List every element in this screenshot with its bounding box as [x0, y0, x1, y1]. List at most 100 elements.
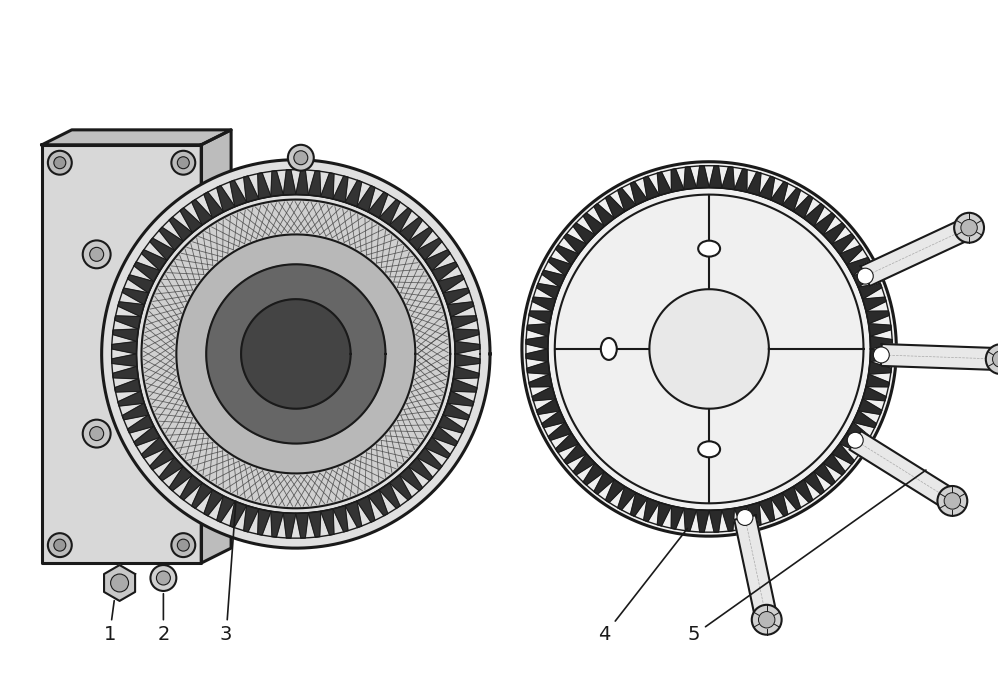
Text: 4: 4 — [598, 528, 688, 644]
Polygon shape — [345, 501, 362, 528]
Polygon shape — [804, 204, 824, 226]
Circle shape — [847, 432, 863, 448]
Polygon shape — [527, 324, 550, 336]
Polygon shape — [201, 130, 231, 563]
Polygon shape — [866, 374, 889, 387]
Circle shape — [83, 420, 111, 448]
Polygon shape — [112, 354, 137, 367]
Circle shape — [90, 247, 104, 262]
Polygon shape — [759, 498, 775, 522]
Polygon shape — [122, 288, 149, 305]
Polygon shape — [447, 302, 474, 317]
Polygon shape — [244, 506, 259, 532]
Polygon shape — [522, 162, 896, 537]
Circle shape — [937, 486, 967, 516]
Polygon shape — [814, 213, 835, 235]
Polygon shape — [782, 188, 801, 212]
Polygon shape — [684, 508, 696, 531]
Ellipse shape — [698, 441, 720, 457]
Polygon shape — [747, 502, 761, 526]
Polygon shape — [230, 501, 247, 528]
Polygon shape — [759, 177, 775, 200]
Circle shape — [171, 151, 195, 175]
Polygon shape — [118, 391, 144, 406]
Polygon shape — [180, 208, 202, 233]
Polygon shape — [128, 415, 154, 433]
Circle shape — [737, 510, 753, 526]
Polygon shape — [390, 208, 412, 233]
Polygon shape — [345, 181, 362, 207]
Circle shape — [961, 220, 977, 236]
Polygon shape — [321, 509, 334, 535]
Polygon shape — [399, 217, 422, 241]
Polygon shape — [573, 223, 595, 244]
Polygon shape — [176, 235, 415, 473]
Ellipse shape — [698, 241, 720, 257]
Polygon shape — [747, 172, 761, 195]
Circle shape — [83, 241, 111, 268]
Circle shape — [171, 533, 195, 557]
Polygon shape — [118, 302, 144, 317]
Polygon shape — [793, 195, 813, 218]
Polygon shape — [425, 437, 450, 458]
Polygon shape — [793, 479, 813, 503]
Polygon shape — [696, 166, 709, 188]
Polygon shape — [564, 443, 586, 464]
Polygon shape — [734, 506, 747, 529]
Polygon shape — [657, 172, 671, 195]
Polygon shape — [271, 512, 283, 537]
Polygon shape — [840, 433, 863, 452]
Polygon shape — [532, 297, 556, 311]
Polygon shape — [159, 458, 183, 481]
Polygon shape — [548, 257, 572, 276]
Polygon shape — [455, 354, 480, 367]
Text: 3: 3 — [220, 501, 236, 644]
Polygon shape — [283, 170, 296, 195]
Polygon shape — [241, 299, 351, 408]
Polygon shape — [204, 490, 224, 516]
Polygon shape — [244, 176, 259, 202]
Polygon shape — [832, 234, 854, 254]
Polygon shape — [134, 426, 160, 446]
Polygon shape — [417, 238, 442, 260]
Polygon shape — [548, 187, 870, 510]
Polygon shape — [526, 349, 548, 362]
Polygon shape — [823, 223, 845, 244]
Polygon shape — [443, 403, 469, 420]
Polygon shape — [258, 173, 271, 199]
Polygon shape — [782, 487, 801, 510]
Polygon shape — [150, 238, 175, 260]
Polygon shape — [858, 399, 882, 415]
Polygon shape — [555, 195, 863, 503]
Polygon shape — [853, 410, 876, 427]
Polygon shape — [141, 437, 167, 458]
Circle shape — [288, 145, 314, 171]
Polygon shape — [409, 458, 433, 481]
Polygon shape — [722, 166, 734, 189]
Circle shape — [954, 213, 984, 243]
Text: 2: 2 — [157, 594, 170, 644]
Polygon shape — [671, 506, 684, 529]
Polygon shape — [113, 367, 138, 379]
Polygon shape — [357, 496, 375, 522]
Polygon shape — [308, 171, 321, 197]
Polygon shape — [556, 245, 579, 265]
Circle shape — [48, 533, 72, 557]
Polygon shape — [870, 336, 892, 349]
Polygon shape — [102, 160, 490, 548]
Polygon shape — [847, 422, 870, 440]
Polygon shape — [169, 217, 192, 241]
Polygon shape — [849, 431, 958, 510]
Circle shape — [48, 151, 72, 175]
Polygon shape — [583, 213, 604, 235]
Circle shape — [156, 571, 170, 585]
Polygon shape — [115, 379, 141, 392]
Polygon shape — [453, 329, 479, 342]
Circle shape — [54, 157, 66, 168]
Polygon shape — [204, 192, 224, 218]
Polygon shape — [823, 454, 845, 475]
Polygon shape — [271, 171, 283, 197]
Polygon shape — [868, 362, 891, 374]
Circle shape — [993, 351, 1000, 367]
Polygon shape — [606, 479, 625, 503]
